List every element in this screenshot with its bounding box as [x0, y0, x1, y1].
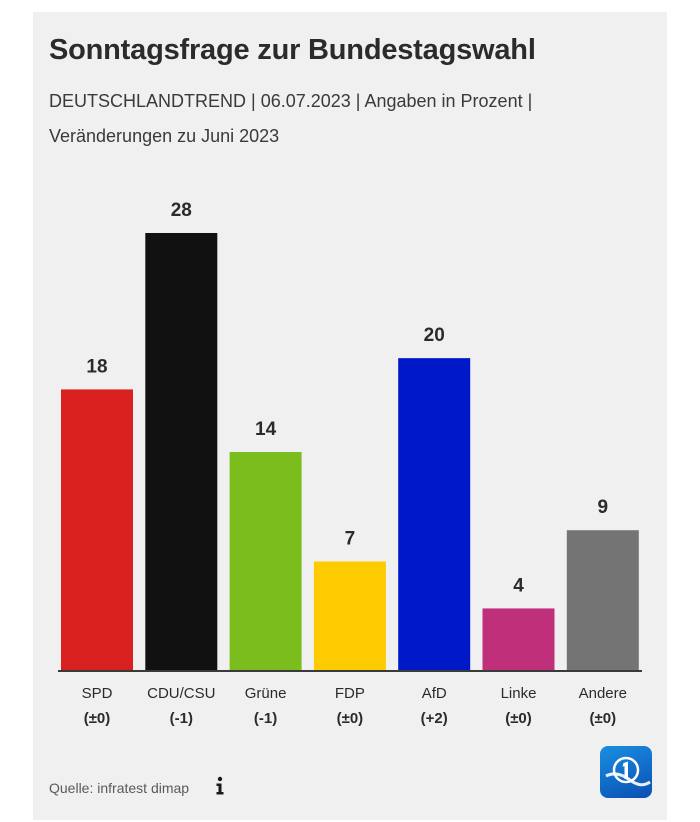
change-label: (±0) — [590, 710, 617, 727]
data-label: 14 — [255, 419, 277, 440]
source-note: Quelle: infratest dimap — [49, 780, 190, 796]
category-label: SPD — [82, 685, 113, 702]
bar — [566, 530, 639, 671]
change-label: (-1) — [170, 710, 193, 727]
info-icon[interactable] — [212, 776, 228, 796]
change-label: (±0) — [505, 710, 532, 727]
data-label: 28 — [171, 200, 192, 221]
category-label: Linke — [501, 685, 537, 702]
bar — [145, 233, 218, 671]
chart-subtitle: DEUTSCHLANDTREND | 06.07.2023 | Angaben … — [49, 91, 533, 146]
change-label: (±0) — [84, 710, 111, 727]
data-label: 4 — [513, 575, 524, 596]
change-label: (-1) — [254, 710, 277, 727]
category-label: Grüne — [245, 685, 287, 702]
bar-chart: 18 SPD (±0) 28 CDU/CSU (-1) 14 Grüne (-1) 7 FDP (±0… — [58, 200, 642, 727]
data-label: 18 — [86, 356, 107, 377]
tagesschau-logo-icon — [600, 746, 652, 798]
bar — [482, 608, 555, 671]
bar — [398, 358, 471, 671]
data-label: 7 — [345, 529, 356, 550]
chart-title: Sonntagsfrage zur Bundestagswahl — [49, 34, 536, 66]
data-label: 9 — [598, 497, 609, 518]
change-label: (+2) — [421, 710, 448, 727]
bar — [61, 389, 133, 671]
bar — [313, 561, 386, 671]
category-label: CDU/CSU — [147, 685, 215, 702]
category-label: FDP — [335, 685, 365, 702]
change-label: (±0) — [337, 710, 364, 727]
data-label: 20 — [424, 325, 445, 346]
category-label: Andere — [579, 685, 627, 702]
category-label: AfD — [422, 685, 447, 702]
chart-card — [33, 12, 667, 820]
bar — [229, 452, 302, 671]
